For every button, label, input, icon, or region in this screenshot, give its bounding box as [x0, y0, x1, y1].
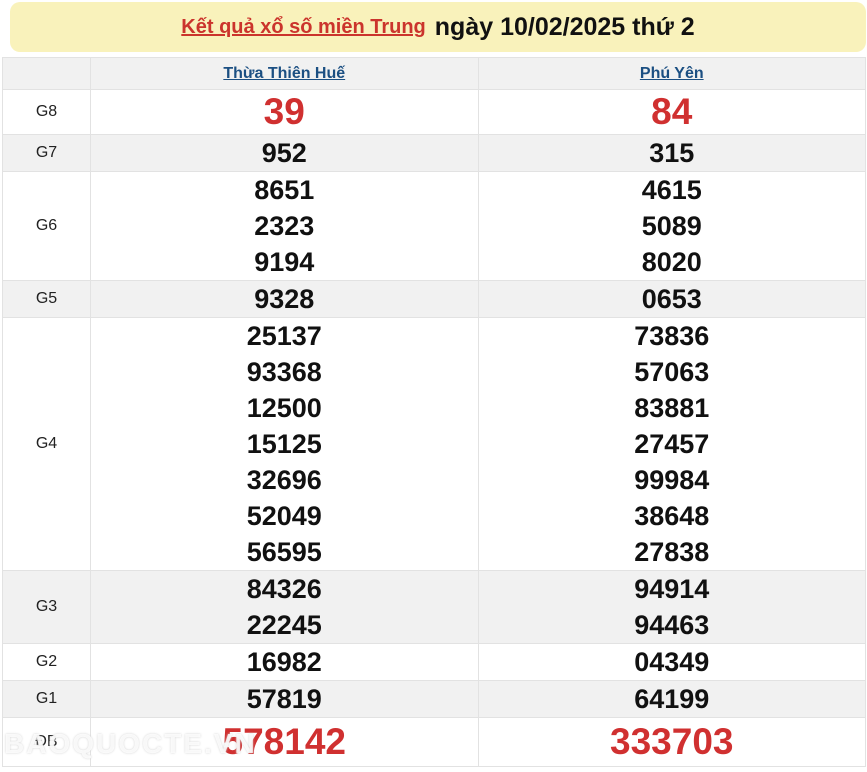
column-header-phu-yen: Phú Yên — [477, 57, 866, 90]
prize-cell-phu-yen: 73836 57063 83881 27457 99984 38648 27838 — [477, 317, 866, 571]
prize-value: 4615 — [641, 175, 702, 205]
prize-label: G1 — [2, 680, 91, 718]
prize-row-g3: G3 84326 22245 94914 94463 — [2, 570, 866, 644]
prize-cell-hue: 57819 — [90, 680, 479, 718]
title-bar: Kết quả xổ số miền Trung ngày 10/02/2025… — [10, 2, 866, 52]
lottery-region-link[interactable]: Kết quả xổ số miền Trung — [181, 15, 426, 38]
prize-value: 9194 — [254, 247, 315, 277]
prize-cell-phu-yen: 64199 — [477, 680, 866, 718]
prize-label: G3 — [2, 570, 91, 644]
prize-cell-phu-yen: 0653 — [477, 280, 866, 318]
prize-cell-phu-yen: 04349 — [477, 643, 866, 681]
prize-value: 8651 — [254, 175, 315, 205]
prize-row-g7: G7 952 315 — [2, 134, 866, 172]
prize-value: 333703 — [610, 721, 734, 762]
prize-value: 0653 — [641, 284, 702, 314]
prize-cell-hue: 578142 — [90, 717, 479, 767]
prize-value: 73836 — [634, 321, 710, 351]
column-header-hue: Thừa Thiên Huế — [90, 57, 479, 90]
prize-value: 22245 — [246, 610, 322, 640]
prize-cell-hue: 952 — [90, 134, 479, 172]
prize-cell-phu-yen: 94914 94463 — [477, 570, 866, 644]
prize-value: 04349 — [634, 647, 710, 677]
prize-value: 84 — [651, 91, 693, 132]
prize-label: G5 — [2, 280, 91, 318]
prize-cell-phu-yen: 315 — [477, 134, 866, 172]
prize-value: 94914 — [634, 574, 710, 604]
prize-cell-hue: 25137 93368 12500 15125 32696 52049 56595 — [90, 317, 479, 571]
prize-value: 16982 — [246, 647, 322, 677]
prize-row-đb: ĐB 578142 333703 — [2, 717, 866, 767]
prize-value: 57063 — [634, 357, 710, 387]
prize-row-g8: G8 39 84 — [2, 89, 866, 135]
prize-value: 39 — [263, 91, 305, 132]
prize-value: 15125 — [246, 429, 322, 459]
prize-value: 27838 — [634, 537, 710, 567]
prize-row-g2: G2 16982 04349 — [2, 643, 866, 681]
prize-cell-hue: 8651 2323 9194 — [90, 171, 479, 281]
prize-label: G8 — [2, 89, 91, 135]
title-date: ngày 10/02/2025 thứ 2 — [434, 12, 695, 41]
prize-value: 25137 — [246, 321, 322, 351]
prize-value: 84326 — [246, 574, 322, 604]
prize-cell-phu-yen: 333703 — [477, 717, 866, 767]
prize-label: G6 — [2, 171, 91, 281]
prize-value: 2323 — [254, 211, 315, 241]
prize-value: 64199 — [634, 684, 710, 714]
results-tbody: G8 39 84 G7 952 315 G6 8651 2323 9194 4615 5089 8020… — [2, 89, 866, 767]
prize-value: 8020 — [641, 247, 702, 277]
prize-label: G7 — [2, 134, 91, 172]
prize-row-g4: G4 25137 93368 12500 15125 32696 52049 56595 738… — [2, 317, 866, 571]
prize-value: 9328 — [254, 284, 315, 314]
prize-cell-hue: 9328 — [90, 280, 479, 318]
prize-value: 578142 — [222, 721, 346, 762]
prize-value: 99984 — [634, 465, 710, 495]
prize-value: 12500 — [246, 393, 322, 423]
prize-value: 952 — [261, 138, 307, 168]
prize-value: 38648 — [634, 501, 710, 531]
prize-label: ĐB — [2, 717, 91, 767]
prize-cell-phu-yen: 4615 5089 8020 — [477, 171, 866, 281]
prize-row-g6: G6 8651 2323 9194 4615 5089 8020 — [2, 171, 866, 281]
header-row: Thừa Thiên Huế Phú Yên — [2, 57, 866, 90]
prize-value: 32696 — [246, 465, 322, 495]
prize-value: 52049 — [246, 501, 322, 531]
province-link-thua-thien-hue[interactable]: Thừa Thiên Huế — [223, 64, 346, 82]
prize-cell-phu-yen: 84 — [477, 89, 866, 135]
province-link-phu-yen[interactable]: Phú Yên — [639, 64, 704, 82]
prize-value: 57819 — [246, 684, 322, 714]
prize-cell-hue: 84326 22245 — [90, 570, 479, 644]
prize-value: 5089 — [641, 211, 702, 241]
prize-value: 315 — [649, 138, 695, 168]
prize-value: 56595 — [246, 537, 322, 567]
prize-value: 94463 — [634, 610, 710, 640]
prize-row-g1: G1 57819 64199 — [2, 680, 866, 718]
prize-value: 83881 — [634, 393, 710, 423]
prize-value: 27457 — [634, 429, 710, 459]
prize-label: G4 — [2, 317, 91, 571]
corner-cell — [2, 57, 91, 90]
table-header: Thừa Thiên Huế Phú Yên — [2, 57, 866, 90]
prize-label: G2 — [2, 643, 91, 681]
prize-cell-hue: 16982 — [90, 643, 479, 681]
prize-cell-hue: 39 — [90, 89, 479, 135]
results-table: Thừa Thiên Huế Phú Yên G8 39 84 G7 952 315 G6 8… — [2, 57, 866, 767]
prize-value: 93368 — [246, 357, 322, 387]
prize-row-g5: G5 9328 0653 — [2, 280, 866, 318]
